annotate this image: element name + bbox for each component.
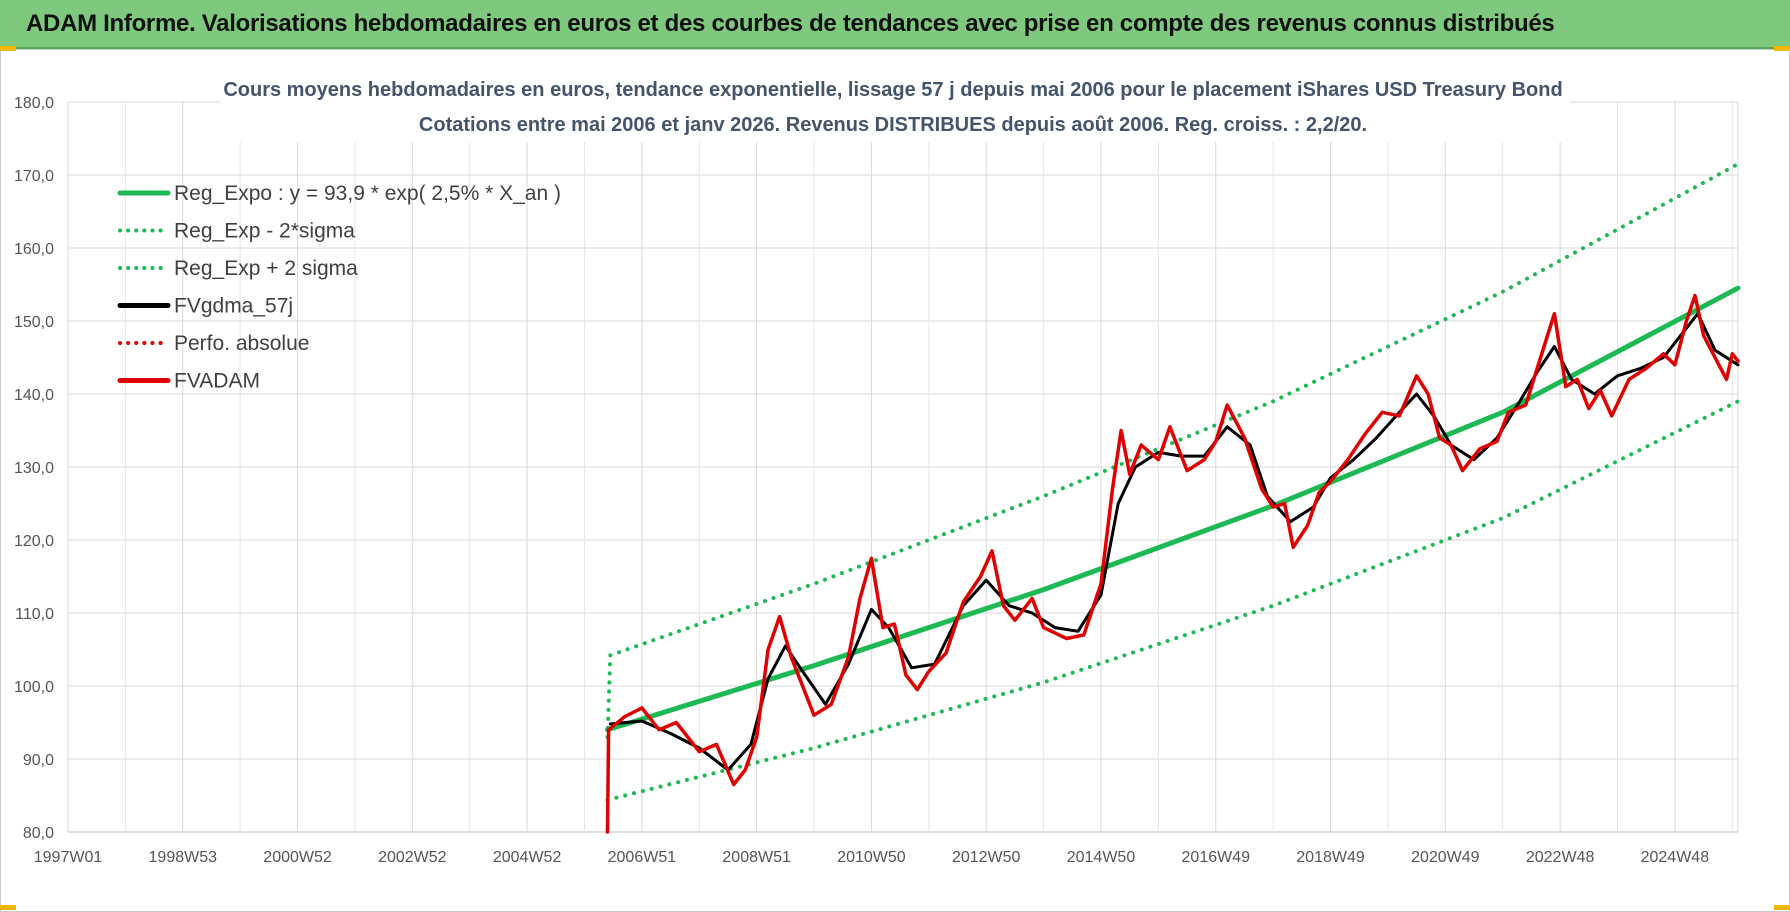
x-tick-label: 2022W48 [1526, 849, 1595, 866]
y-tick-label: 140,0 [14, 387, 54, 404]
x-tick-label: 1997W01 [34, 849, 103, 866]
legend-label-1: Reg_Exp - 2*sigma [174, 220, 355, 243]
series-line-2 [605, 162, 1740, 740]
x-tick-label: 2016W49 [1182, 849, 1251, 866]
x-tick-label: 2000W52 [263, 849, 332, 866]
corner-mark-bottom-right [1774, 905, 1790, 910]
legend-label-0: Reg_Expo : y = 93,9 * exp( 2,5% * X_an ) [174, 182, 561, 205]
y-tick-label: 170,0 [14, 168, 54, 185]
y-tick-label: 90,0 [23, 752, 54, 769]
x-tick-label: 2004W52 [493, 849, 562, 866]
x-tick-label: 2024W48 [1641, 849, 1710, 866]
x-tick-label: 1998W53 [149, 849, 218, 866]
corner-mark-top-right [1774, 46, 1790, 51]
legend-label-4: Perfo. absolue [174, 332, 309, 355]
y-tick-label: 160,0 [14, 241, 54, 258]
report-header: ADAM Informe. Valorisations hebdomadaire… [0, 0, 1790, 49]
chart-title-line-1: Cours moyens hebdomadaires en euros, ten… [223, 79, 1562, 101]
y-tick-label: 150,0 [14, 314, 54, 331]
chart-title-line-2: Cotations entre mai 2006 et janv 2026. R… [419, 114, 1367, 136]
corner-mark-bottom-left [0, 905, 16, 910]
series-layer [605, 162, 1741, 834]
y-tick-label: 130,0 [14, 460, 54, 477]
y-tick-label: 80,0 [23, 825, 54, 842]
series-line-0 [605, 285, 1741, 733]
x-tick-label: 2014W50 [1067, 849, 1136, 866]
x-tick-label: 2010W50 [837, 849, 906, 866]
legend-label-5: FVADAM [174, 370, 260, 393]
y-tick-label: 180,0 [14, 95, 54, 112]
series-line-5 [605, 293, 1740, 834]
grid [67, 101, 1739, 833]
corner-mark-top-left [0, 46, 16, 51]
x-tick-label: 2006W51 [608, 849, 677, 866]
series-line-1 [605, 399, 1740, 802]
y-tick-label: 120,0 [14, 533, 54, 550]
legend-label-2: Reg_Exp + 2 sigma [174, 257, 358, 280]
x-tick-label: 2008W51 [722, 849, 791, 866]
y-axis-ticks: 180,0 170,0 160,0 150,0 140,0 130,0 120,0 110,0… [14, 95, 54, 842]
y-tick-label: 110,0 [15, 606, 54, 623]
legend-label-3: FVgdma_57j [174, 295, 293, 318]
x-tick-label: 2002W52 [378, 849, 447, 866]
chart-titles: Cours moyens hebdomadaires en euros, ten… [220, 70, 1570, 142]
x-tick-label: 2012W50 [952, 849, 1021, 866]
x-axis-ticks: 1997W01 1998W53 2000W52 2002W52 2004W52 2006W… [34, 849, 1709, 866]
x-tick-label: 2018W49 [1296, 849, 1365, 866]
y-tick-label: 100,0 [14, 679, 54, 696]
report-title: ADAM Informe. Valorisations hebdomadaire… [26, 10, 1555, 37]
title-background [220, 70, 1570, 142]
x-tick-label: 2020W49 [1411, 849, 1480, 866]
legend: Reg_Expo : y = 93,9 * exp( 2,5% * X_an )… [117, 182, 561, 393]
